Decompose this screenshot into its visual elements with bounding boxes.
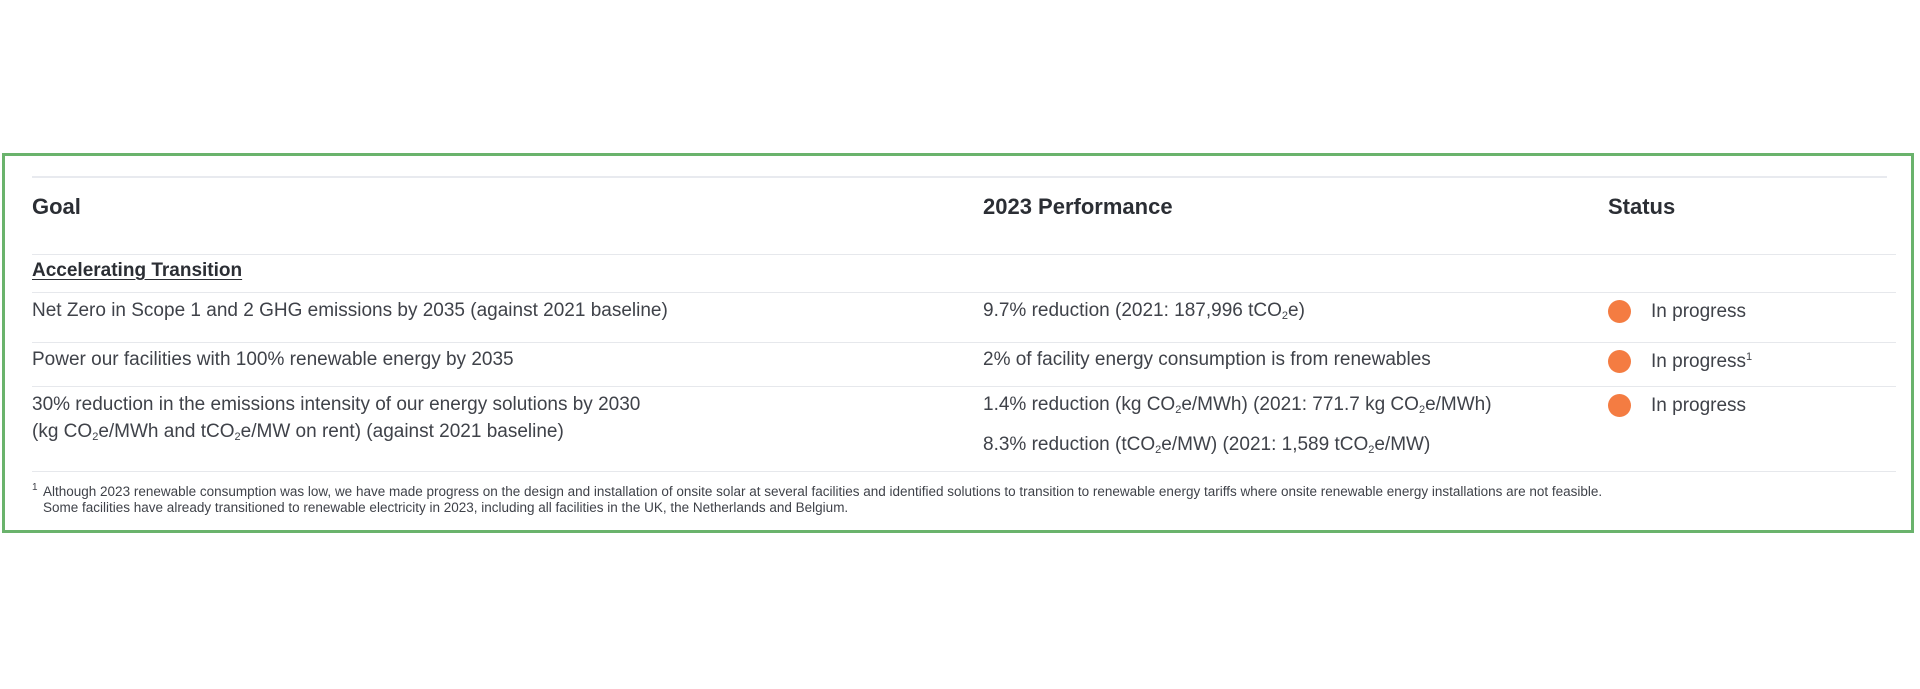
row2-goal: Power our facilities with 100% renewable… [32,349,514,370]
goals-table-frame: Goal 2023 Performance Status Acceleratin… [2,153,1914,533]
row1-status: In progress [1608,298,1746,325]
row3-goal-line1: 30% reduction in the emissions intensity… [32,394,641,415]
row2-divider [32,386,1896,387]
row3-goal-line2: (kg CO2e/MWh and tCO2e/MW on rent) (agai… [32,421,564,443]
status-dot-icon [1608,300,1631,323]
row1-goal: Net Zero in Scope 1 and 2 GHG emissions … [32,300,668,321]
row2-status: In progress1 [1608,348,1752,375]
footnote-mark: 1 [32,482,38,493]
header-divider [32,254,1896,255]
row2-status-label: In progress1 [1651,350,1753,372]
footnote: 1 Although 2023 renewable consumption wa… [32,482,1603,516]
top-divider [32,176,1887,178]
header-status: Status [1608,194,1676,219]
row1-divider [32,342,1896,343]
row3-divider [32,471,1896,472]
status-dot-icon [1608,394,1631,417]
section-divider [32,292,1896,293]
section-title: Accelerating Transition [32,260,243,281]
status-dot-icon [1608,350,1631,373]
header-performance: 2023 Performance [983,194,1173,219]
row3-performance-line1: 1.4% reduction (kg CO2e/MWh) (2021: 771.… [983,394,1492,416]
row3-status: In progress [1608,392,1746,419]
footnote-line2: Some facilities have already transitione… [43,500,849,515]
header-goal: Goal [32,194,81,219]
row3-performance-line2: 8.3% reduction (tCO2e/MW) (2021: 1,589 t… [983,434,1431,456]
footnote-line1: Although 2023 renewable consumption was … [43,484,1603,499]
row1-performance: 9.7% reduction (2021: 187,996 tCO2e) [983,300,1305,322]
footnote-ref: 1 [1746,350,1753,363]
row1-status-label: In progress [1651,300,1747,322]
goals-table: Goal 2023 Performance Status Acceleratin… [32,156,1896,530]
row2-performance: 2% of facility energy consumption is fro… [983,349,1431,370]
row3-status-label: In progress [1651,394,1747,416]
